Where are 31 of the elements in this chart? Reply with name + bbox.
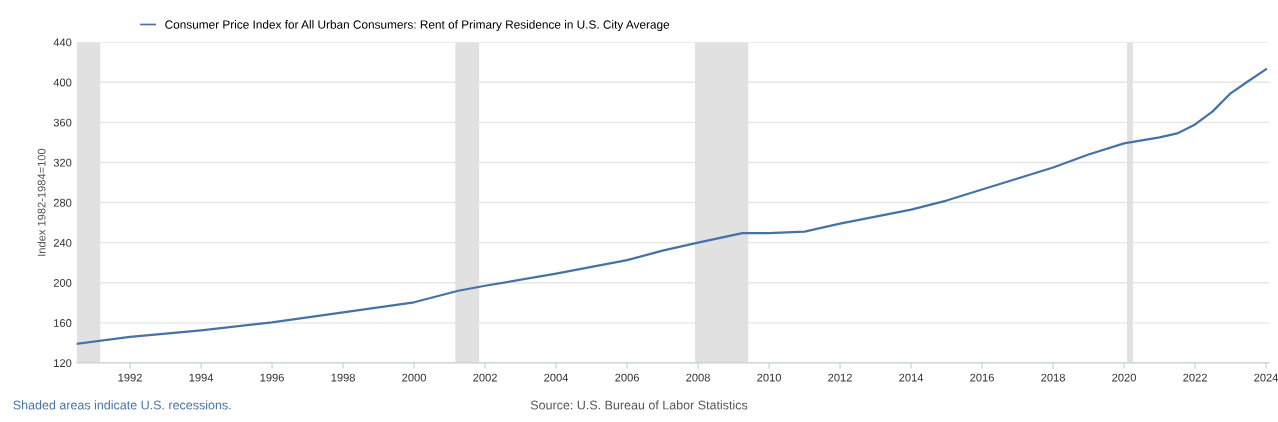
x-tick-label: 1992 (118, 373, 142, 382)
legend-label: Consumer Price Index for All Urban Consumers: Rent of Primary Residence in U.S. City Average (165, 20, 670, 32)
y-axis-title: Index 1982-1984=100 (37, 148, 46, 256)
x-tick-label: 2012 (828, 373, 852, 382)
x-tick-label: 2018 (1041, 373, 1065, 382)
x-tick-label: 2020 (1112, 373, 1136, 382)
x-tick-label: 2014 (899, 373, 924, 382)
y-tick-label: 320 (53, 158, 72, 167)
y-tick-label: 240 (53, 238, 72, 247)
y-tick-label: 360 (53, 118, 72, 127)
x-tick-label: 2016 (970, 373, 994, 382)
source-note: Source: U.S. Bureau of Labor Statistics (530, 400, 748, 410)
line-series (76, 68, 1268, 345)
y-tick-label: 120 (54, 359, 72, 368)
y-tick-label: 200 (53, 279, 72, 287)
x-tick-label: 2024 (1254, 373, 1278, 382)
x-tick-label: 2010 (757, 373, 782, 382)
x-tick-label: 2008 (686, 373, 710, 382)
y-tick-label: 160 (54, 319, 72, 327)
x-tick-label: 2000 (402, 373, 426, 382)
x-tick-label: 2004 (544, 373, 569, 382)
y-tick-label: 440 (53, 38, 72, 47)
y-tick-label: 280 (53, 198, 72, 207)
x-tick-label: 2002 (473, 373, 497, 382)
x-tick-label: 1994 (189, 373, 214, 382)
x-tick-label: 1996 (260, 373, 284, 382)
x-tick-label: 2006 (615, 373, 639, 382)
text: Shaded areas indicate U.S. recessions. (13, 400, 231, 410)
y-tick-label: 400 (53, 78, 72, 87)
x-tick-label: 1998 (331, 373, 355, 382)
x-tick-label: 2022 (1183, 373, 1207, 382)
